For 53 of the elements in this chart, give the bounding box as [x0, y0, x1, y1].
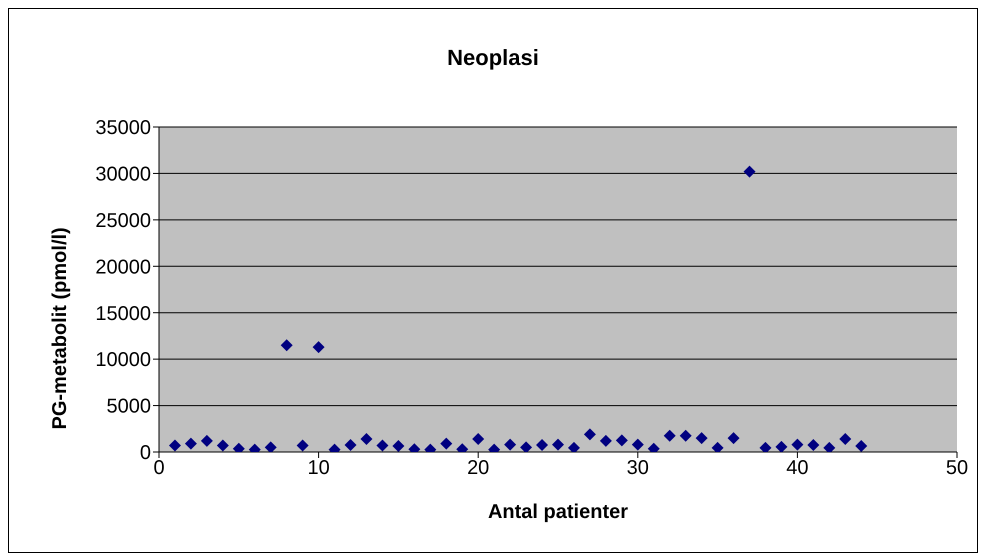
- y-tick-label: 20000: [95, 256, 151, 278]
- y-tick-label: 35000: [95, 117, 151, 140]
- y-tick-label: 15000: [95, 302, 151, 325]
- point: [184, 438, 197, 450]
- point: [855, 440, 868, 452]
- point: [360, 433, 372, 445]
- x-tick-label: 40: [786, 457, 809, 480]
- point: [344, 439, 357, 452]
- point: [392, 440, 404, 452]
- point: [600, 434, 612, 447]
- y-tick-label: 25000: [95, 210, 151, 232]
- y-axis-title: PG-metabolit (pmol/l): [49, 227, 72, 430]
- point: [712, 442, 724, 452]
- point: [696, 432, 708, 444]
- point: [632, 438, 644, 451]
- y-tick-label: 10000: [95, 349, 151, 372]
- chart-title: Neoplasi: [446, 45, 540, 71]
- point: [759, 442, 772, 452]
- point: [728, 432, 740, 444]
- y-tick-label: 30000: [95, 164, 151, 186]
- point: [280, 339, 293, 352]
- point: [568, 442, 580, 452]
- point: [744, 166, 756, 178]
- point: [440, 438, 452, 450]
- point: [664, 430, 676, 442]
- point: [200, 434, 213, 447]
- point: [504, 438, 516, 451]
- point: [168, 440, 181, 452]
- x-tick-label: 20: [467, 457, 490, 480]
- x-tick-label: 30: [626, 457, 649, 480]
- point: [552, 438, 564, 451]
- point: [216, 440, 229, 452]
- x-axis-title: Antal patienter: [488, 501, 628, 523]
- point: [296, 440, 309, 452]
- point: [376, 440, 388, 452]
- point: [520, 441, 532, 452]
- point: [312, 341, 325, 354]
- x-tick-label: 0: [153, 457, 165, 480]
- x-tick-label: 10: [307, 457, 330, 480]
- y-tick-label: 5000: [106, 396, 151, 418]
- point: [536, 439, 548, 452]
- point: [839, 433, 852, 445]
- point: [584, 428, 596, 440]
- point: [807, 439, 820, 452]
- point: [264, 441, 277, 452]
- point: [775, 440, 788, 452]
- point: [616, 434, 628, 446]
- point: [472, 433, 484, 445]
- point: [680, 430, 692, 442]
- y-tick-label: 0: [140, 442, 151, 464]
- point: [791, 438, 804, 451]
- point: [823, 442, 836, 452]
- x-tick-label: 50: [946, 457, 968, 480]
